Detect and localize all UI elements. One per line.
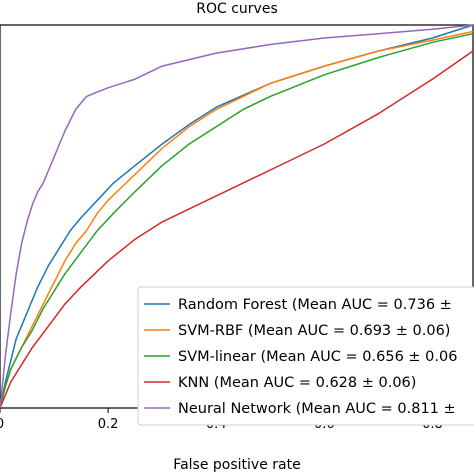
x-axis-label: False positive rate (173, 457, 300, 473)
legend: Random Forest (Mean AUC = 0.736 ± SVM-RBF… (137, 286, 474, 426)
legend-label: KNN (Mean AUC = 0.628 ± 0.06) (178, 375, 416, 391)
x-tick-label: 0.2 (98, 417, 119, 432)
series-line-4 (0, 24, 474, 409)
legend-label: SVM-RBF (Mean AUC = 0.693 ± 0.06) (178, 323, 450, 339)
series-line-1 (0, 30, 474, 409)
chart-title: ROC curves (196, 1, 278, 17)
series-line-2 (0, 32, 474, 409)
x-tick-label: 0 (0, 417, 4, 432)
legend-label: Neural Network (Mean AUC = 0.811 ± (178, 401, 456, 417)
legend-label: SVM-linear (Mean AUC = 0.656 ± 0.06 (178, 349, 457, 365)
series-layer (0, 24, 474, 409)
legend-box (137, 286, 474, 426)
legend-label: Random Forest (Mean AUC = 0.736 ± (178, 297, 452, 313)
series-line-3 (0, 50, 474, 409)
